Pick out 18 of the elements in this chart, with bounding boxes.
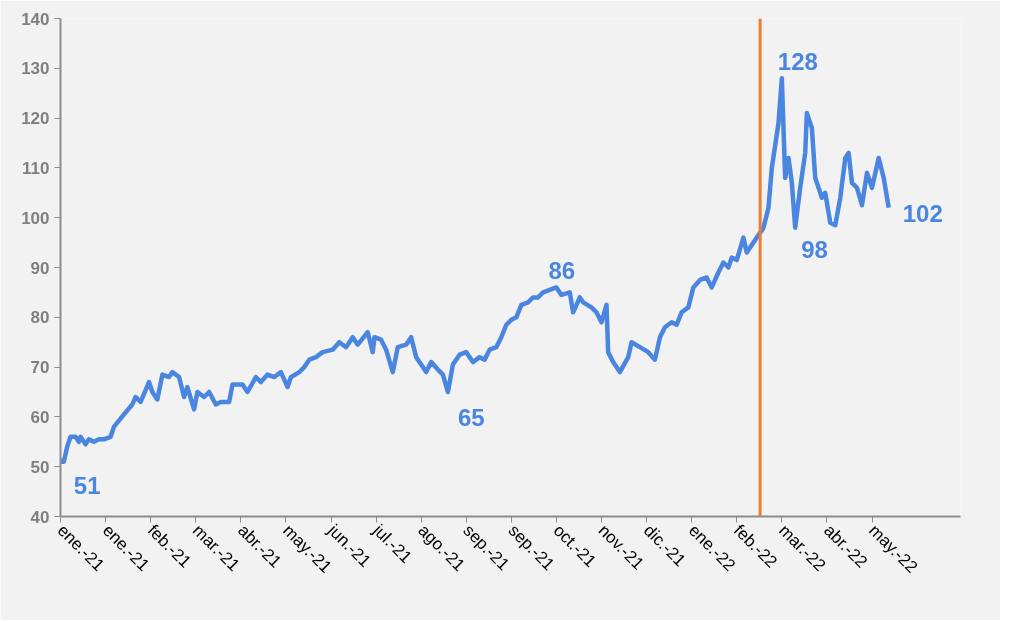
annotation: 65 xyxy=(457,404,485,431)
y-tick-label: 70 xyxy=(30,358,50,378)
annotation: 98 xyxy=(801,235,828,263)
y-tick-label: 110 xyxy=(22,158,50,178)
annotation: 102 xyxy=(902,199,943,227)
y-tick-label: 100 xyxy=(21,208,50,228)
y-tick-label: 40 xyxy=(30,507,50,527)
line-series xyxy=(60,76,891,464)
y-tick-label: 80 xyxy=(30,308,50,328)
y-tick-label: 140 xyxy=(21,9,50,29)
y-tick-label: 60 xyxy=(30,407,50,427)
y-tick-label: 90 xyxy=(30,258,50,278)
y-tick-label: 120 xyxy=(21,109,50,129)
annotation: 128 xyxy=(777,48,818,76)
annotation: 86 xyxy=(548,257,576,285)
annotation: 51 xyxy=(73,471,101,499)
y-tick-label: 130 xyxy=(21,59,50,79)
y-tick-label: 50 xyxy=(30,457,50,477)
